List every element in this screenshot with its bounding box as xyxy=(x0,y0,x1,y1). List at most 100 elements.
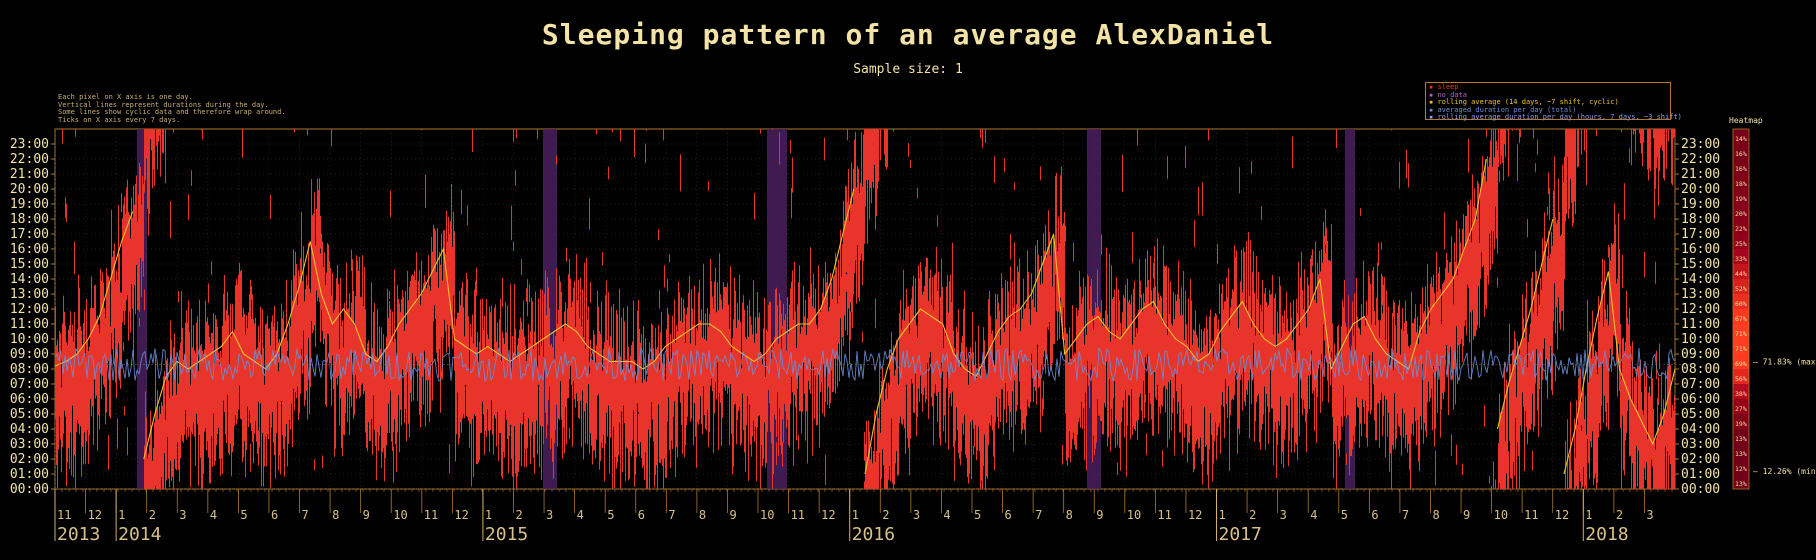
x-month-label: 10 xyxy=(760,508,774,522)
x-month-label: 11 xyxy=(424,508,438,522)
heatmap-cell xyxy=(1733,279,1749,294)
heatmap-cell xyxy=(1733,414,1749,429)
x-month-label: 5 xyxy=(240,508,247,522)
heatmap-cell xyxy=(1733,369,1749,384)
y-tick-label: 05:00 xyxy=(10,407,49,422)
y-tick-label: 09:00 xyxy=(10,347,49,362)
y-tick-label: 08:00 xyxy=(10,362,49,377)
x-month-label: 3 xyxy=(1646,508,1653,522)
x-month-label: 6 xyxy=(638,508,645,522)
x-month-label: 4 xyxy=(210,508,217,522)
x-month-label: 10 xyxy=(393,508,407,522)
y-tick-label: 03:00 xyxy=(10,437,49,452)
y-tick-label: 22:00 xyxy=(10,152,49,167)
y-tick-label: 12:00 xyxy=(1681,302,1720,317)
x-month-label: 3 xyxy=(179,508,186,522)
chart-title: Sleeping pattern of an average AlexDanie… xyxy=(541,18,1275,51)
heatmap-tick-label: 16% xyxy=(1735,150,1747,158)
x-year-label: 2013 xyxy=(57,524,100,545)
heatmap-tick-label: 56% xyxy=(1735,375,1747,383)
heatmap-tick-label: 38% xyxy=(1735,390,1747,398)
legend-item-no-data: ▪ no data xyxy=(1429,90,1467,99)
heatmap-min-label: – 12.26% (min) xyxy=(1753,467,1816,476)
legend-label: rolling average duration per day (hours,… xyxy=(1437,113,1682,121)
heatmap-cell xyxy=(1733,174,1749,189)
y-tick-label: 21:00 xyxy=(10,167,49,182)
heatmap-tick-label: 18% xyxy=(1735,180,1747,188)
heatmap-tick-label: 12% xyxy=(1735,465,1747,473)
heatmap-tick-label: 67% xyxy=(1735,315,1747,323)
heatmap-tick-label: 13% xyxy=(1735,435,1747,443)
note-line: Some lines show cyclic data and therefor… xyxy=(58,108,286,116)
x-month-label: 7 xyxy=(1402,508,1409,522)
y-tick-label: 10:00 xyxy=(1681,332,1720,347)
y-tick-label: 11:00 xyxy=(1681,317,1720,332)
x-month-label: 4 xyxy=(577,508,584,522)
x-month-label: 5 xyxy=(1341,508,1348,522)
x-month-label: 4 xyxy=(943,508,950,522)
y-tick-label: 10:00 xyxy=(10,332,49,347)
y-tick-label: 20:00 xyxy=(10,182,49,197)
x-month-label: 9 xyxy=(1096,508,1103,522)
sleep-bars-path xyxy=(55,129,1675,489)
legend-label: no data xyxy=(1437,90,1467,99)
x-month-label: 3 xyxy=(913,508,920,522)
heatmap-cell xyxy=(1733,339,1749,354)
x-month-label: 8 xyxy=(1432,508,1439,522)
x-month-label: 4 xyxy=(1310,508,1317,522)
sleep-bars xyxy=(55,129,1675,489)
heatmap-tick-label: 19% xyxy=(1735,420,1747,428)
x-month-label: 6 xyxy=(1371,508,1378,522)
y-tick-label: 08:00 xyxy=(1681,362,1720,377)
legend-label: averaged duration per day (total) xyxy=(1437,105,1577,114)
heatmap-cell xyxy=(1733,159,1749,174)
heatmap-cell xyxy=(1733,264,1749,279)
heatmap-cell xyxy=(1733,384,1749,399)
y-tick-label: 07:00 xyxy=(10,377,49,392)
heatmap-cell xyxy=(1733,399,1749,414)
heatmap-cell xyxy=(1733,444,1749,459)
x-month-label: 1 xyxy=(118,508,125,522)
heatmap-tick-label: 16% xyxy=(1735,165,1747,173)
y-tick-label: 18:00 xyxy=(1681,212,1720,227)
y-tick-label: 14:00 xyxy=(10,272,49,287)
y-tick-label: 04:00 xyxy=(1681,422,1720,437)
heatmap-tick-label: 44% xyxy=(1735,270,1747,278)
heatmap-cell xyxy=(1733,354,1749,369)
y-tick-label: 15:00 xyxy=(1681,257,1720,272)
x-month-label: 9 xyxy=(363,508,370,522)
x-month-label: 6 xyxy=(271,508,278,522)
x-month-label: 6 xyxy=(1005,508,1012,522)
x-month-label: 9 xyxy=(1463,508,1470,522)
y-tick-label: 04:00 xyxy=(10,422,49,437)
x-month-label: 7 xyxy=(668,508,675,522)
heatmap-title: Heatmap xyxy=(1729,116,1763,125)
x-month-label: 2 xyxy=(1616,508,1623,522)
y-tick-label: 00:00 xyxy=(10,482,49,497)
x-month-label: 3 xyxy=(1280,508,1287,522)
legend-item-duration-total: ▪ averaged duration per day (total) xyxy=(1429,105,1577,114)
heatmap-tick-label: 13% xyxy=(1735,450,1747,458)
y-tick-label: 20:00 xyxy=(1681,182,1720,197)
y-tick-label: 02:00 xyxy=(1681,452,1720,467)
x-month-label: 11 xyxy=(1524,508,1538,522)
x-month-label: 2 xyxy=(149,508,156,522)
legend-item-rolling-average: ▪ rolling average (14 days, ~7 shift, cy… xyxy=(1429,98,1619,106)
x-month-label: 1 xyxy=(1585,508,1592,522)
heatmap-tick-label: 71% xyxy=(1735,345,1747,353)
x-month-label: 12 xyxy=(1188,508,1202,522)
heatmap-cell xyxy=(1733,429,1749,444)
x-year-label: 2016 xyxy=(852,524,895,545)
heatmap-tick-label: 33% xyxy=(1735,255,1747,263)
y-tick-label: 00:00 xyxy=(1681,482,1720,497)
y-tick-label: 16:00 xyxy=(10,242,49,257)
x-month-label: 7 xyxy=(302,508,309,522)
heatmap-cell xyxy=(1733,324,1749,339)
y-tick-label: 01:00 xyxy=(1681,467,1720,482)
heatmap-tick-label: 71% xyxy=(1735,330,1747,338)
y-tick-label: 07:00 xyxy=(1681,377,1720,392)
y-tick-label: 23:00 xyxy=(10,137,49,152)
heatmap-cell xyxy=(1733,204,1749,219)
heatmap-tick-label: 13% xyxy=(1735,480,1747,488)
x-month-label: 5 xyxy=(607,508,614,522)
